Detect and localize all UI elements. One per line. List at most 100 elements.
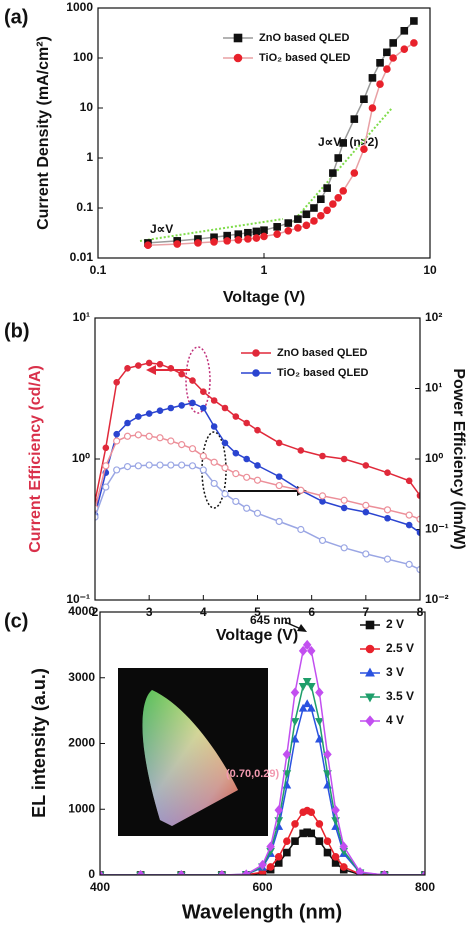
y-tick-label: 1000 [66, 0, 93, 14]
marker [144, 241, 152, 250]
marker [134, 462, 142, 470]
y-tick-label: 100 [73, 50, 93, 64]
marker [323, 206, 331, 215]
marker [199, 466, 207, 474]
marker [254, 462, 261, 469]
marker [178, 441, 186, 449]
plot-frame [97, 7, 431, 259]
marker [136, 869, 145, 875]
marker [282, 749, 292, 760]
marker [258, 859, 267, 870]
marker [275, 439, 283, 447]
marker [274, 805, 283, 816]
marker [405, 477, 413, 485]
marker [383, 506, 392, 514]
marker [306, 683, 316, 691]
marker [405, 521, 413, 529]
marker [323, 848, 332, 857]
marker [243, 504, 251, 512]
marker [243, 455, 250, 463]
marker [294, 215, 302, 223]
marker [124, 419, 131, 427]
legend-label: 2.5 V [386, 641, 414, 655]
x-tick-label: 2 [92, 605, 99, 619]
y-axis-title: Current Density (mA/cm²) [35, 36, 52, 230]
marker [145, 410, 153, 417]
marker [252, 349, 260, 357]
marker [307, 645, 316, 656]
marker [167, 404, 175, 412]
marker [317, 211, 325, 220]
marker [167, 364, 175, 372]
annotation: (0.70,0.29) [226, 768, 280, 780]
marker [376, 59, 384, 67]
y-tick-label: 10⁰ [72, 451, 90, 465]
marker [234, 236, 243, 244]
marker [173, 240, 182, 248]
y-tick-label: 10¹ [73, 310, 90, 324]
x-axis-title: Wavelength (nm) [182, 901, 342, 923]
arrow [284, 621, 302, 630]
marker [389, 39, 397, 47]
legend-label: 2 V [386, 617, 404, 631]
marker [232, 413, 240, 420]
marker [284, 219, 293, 227]
x-tick-label: 1 [261, 263, 268, 277]
marker [113, 466, 121, 474]
marker [302, 210, 311, 219]
marker [331, 853, 340, 861]
marker [360, 145, 368, 153]
marker [416, 492, 420, 499]
marker [232, 497, 240, 506]
arrow-head [146, 365, 156, 375]
marker [362, 462, 370, 469]
marker [416, 515, 420, 523]
marker [217, 869, 227, 875]
marker [113, 437, 121, 445]
marker [302, 677, 312, 686]
annotation: 645 nm [250, 613, 291, 627]
marker [317, 195, 325, 203]
marker [273, 223, 281, 231]
marker [323, 184, 331, 192]
marker [340, 455, 348, 463]
marker [102, 462, 110, 470]
x-tick-label: 800 [415, 880, 435, 894]
marker [266, 841, 275, 852]
marker [210, 238, 218, 246]
legend-label: 3.5 V [386, 689, 414, 703]
marker [283, 848, 291, 857]
marker [360, 95, 368, 103]
y-axis-title: Current Efficiency (cd/A) [27, 365, 44, 553]
marker [307, 829, 316, 838]
marker [340, 504, 348, 512]
marker [199, 452, 207, 460]
marker [242, 869, 251, 875]
marker [275, 473, 283, 480]
marker [290, 734, 300, 743]
panel-label: (b) [4, 320, 30, 342]
x-axis-title: Voltage (V) [223, 289, 305, 306]
marker [284, 226, 293, 235]
marker [232, 470, 240, 478]
marker [315, 718, 324, 727]
marker [123, 432, 132, 440]
marker [307, 808, 316, 817]
marker [156, 461, 164, 469]
marker [252, 369, 260, 377]
marker [365, 693, 375, 703]
marker [244, 235, 252, 243]
marker [275, 517, 283, 526]
marker [273, 230, 281, 238]
legend-label: ZnO based QLED [277, 347, 368, 359]
marker [302, 699, 312, 708]
marker [298, 645, 308, 656]
marker [410, 39, 418, 47]
y2-axis-title: Power Efficiency (lm/W) [450, 368, 467, 549]
marker [298, 683, 308, 691]
marker [266, 863, 275, 871]
marker [221, 439, 229, 447]
marker [254, 426, 261, 434]
marker [315, 837, 324, 845]
